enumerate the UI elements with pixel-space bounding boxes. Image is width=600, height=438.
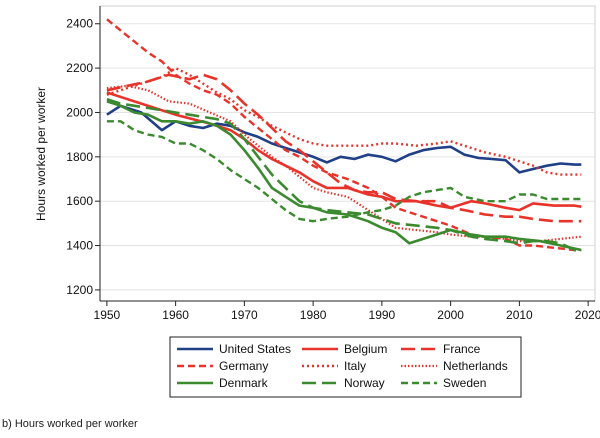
- legend-label: Denmark: [219, 376, 269, 390]
- series-lines: [106, 18, 582, 254]
- x-tick-label: 1980: [300, 308, 327, 322]
- y-tick-label: 1200: [66, 283, 93, 297]
- y-tick-label: 2000: [66, 105, 93, 119]
- series-line-france: [106, 73, 582, 223]
- legend-box: [169, 336, 522, 398]
- legend-label: Norway: [344, 376, 385, 390]
- y-tick-label: 2400: [66, 17, 93, 31]
- x-tick-label: 2000: [437, 308, 464, 322]
- y-tick-label: 1400: [66, 239, 93, 253]
- legend: United States Belgium France Germany Italy Ne…: [169, 336, 522, 398]
- x-tick-label: 1970: [231, 308, 258, 322]
- x-tick-label: 2010: [506, 308, 533, 322]
- series-line-sweden: [106, 120, 582, 223]
- y-tick-label: 1600: [66, 194, 93, 208]
- series-line-united-states: [106, 104, 582, 174]
- series-line-italy: [106, 66, 582, 176]
- figure-caption: b) Hours worked per worker: [2, 418, 138, 430]
- y-axis-label: Hours worked per worker: [34, 87, 48, 221]
- plot-frame: [99, 5, 596, 302]
- x-tick-label: 2020: [575, 308, 600, 322]
- x-tick-label: 1960: [162, 308, 189, 322]
- legend-label: Germany: [219, 359, 268, 373]
- series-line-belgium: [106, 91, 582, 212]
- legend-label: United States: [219, 342, 291, 356]
- series-line-norway: [106, 97, 582, 254]
- x-tick-label: 1990: [369, 308, 396, 322]
- grid: [100, 23, 595, 291]
- x-tick-label: 1950: [94, 308, 121, 322]
- legend-label: Netherlands: [443, 359, 508, 373]
- y-tick-label: 1800: [66, 150, 93, 164]
- y-tick-label: 2200: [66, 61, 93, 75]
- legend-label: Sweden: [443, 376, 486, 390]
- series-line-germany: [106, 18, 582, 252]
- legend-label: Italy: [344, 359, 366, 373]
- legend-label: France: [443, 342, 481, 356]
- axes: 1200 1400 1600 1800 2000 2200 2400 1950 1960 1970…: [66, 6, 600, 322]
- legend-label: Belgium: [344, 342, 387, 356]
